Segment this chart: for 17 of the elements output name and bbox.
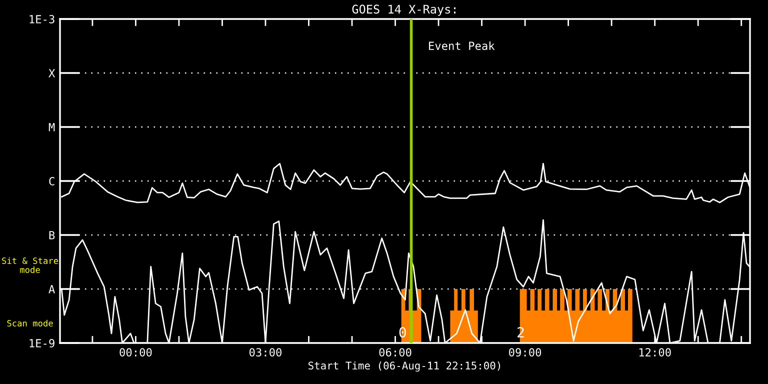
y-tick-label: B xyxy=(49,231,55,240)
x-tick-label: 06:00 xyxy=(379,348,412,357)
x-tick-label: 12:00 xyxy=(639,348,671,357)
chart-title: GOES 14 X-Rays: xyxy=(352,4,456,16)
y-tick-label: 1E-9 xyxy=(30,339,54,348)
x-tick-label: 09:00 xyxy=(509,348,542,357)
y-tick-label: C xyxy=(49,177,54,186)
text: Scan mode xyxy=(7,320,53,327)
x-tick-label: 00:00 xyxy=(120,348,152,357)
x-axis-title: Start Time (06-Aug-11 22:15:00) xyxy=(308,361,500,372)
y-tick-label: X xyxy=(48,69,56,78)
x-tick-label: 03:00 xyxy=(249,348,282,357)
text: Sit & Stare mode xyxy=(2,257,58,274)
y-tick-label: M xyxy=(48,123,55,132)
y-tick-label: A xyxy=(48,285,55,294)
ref-line-label: Event Peak xyxy=(429,41,495,50)
y-tick-label: 1E-3 xyxy=(30,15,54,24)
